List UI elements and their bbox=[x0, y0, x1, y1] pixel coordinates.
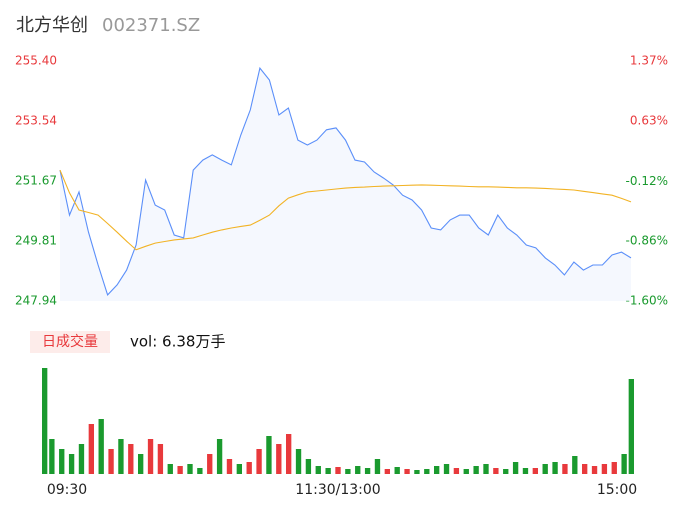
volume-bar bbox=[256, 449, 262, 474]
volume-annotation: vol: 6.38万手 bbox=[130, 333, 225, 351]
volume-bar bbox=[305, 459, 312, 474]
volume-bar bbox=[207, 454, 213, 474]
price-area bbox=[60, 68, 631, 301]
series-line bbox=[59, 66, 632, 296]
volume-bar bbox=[562, 464, 568, 474]
volume-bar bbox=[246, 462, 252, 474]
volume-bar bbox=[128, 444, 134, 474]
stock-code: 002371.SZ bbox=[102, 15, 200, 36]
y-tick-label: 253.54 bbox=[15, 113, 57, 127]
volume-bar bbox=[42, 368, 48, 474]
volume-bar bbox=[542, 464, 548, 474]
volume-bar bbox=[424, 469, 430, 474]
volume-bar bbox=[414, 470, 420, 474]
volume-bar bbox=[216, 439, 223, 474]
volume-bar bbox=[197, 468, 203, 474]
x-tick-label: 11:30/13:00 bbox=[295, 482, 380, 498]
y2-tick-label: -1.60% bbox=[626, 294, 668, 308]
volume-bar bbox=[118, 439, 124, 474]
volume-bar bbox=[285, 434, 292, 474]
series-line bbox=[59, 169, 632, 251]
volume-bar bbox=[49, 439, 55, 474]
volume-bar bbox=[621, 454, 627, 474]
volume-bar bbox=[98, 419, 104, 474]
volume-bar bbox=[384, 469, 391, 474]
volume-bar bbox=[611, 462, 617, 474]
volume-bar bbox=[374, 459, 381, 474]
y-tick-label: 255.40 bbox=[15, 54, 57, 68]
volume-bar bbox=[88, 424, 95, 474]
volume-bar bbox=[591, 466, 598, 474]
volume-bar bbox=[59, 449, 65, 474]
volume-bar bbox=[276, 444, 282, 474]
volume-bar bbox=[552, 462, 558, 474]
volume-bar bbox=[147, 439, 154, 474]
y-tick-label: 247.94 bbox=[15, 294, 57, 308]
volume-bar bbox=[628, 379, 634, 474]
volume-bar bbox=[522, 468, 529, 474]
x-tick-label: 09:30 bbox=[47, 482, 87, 498]
x-tick-label: 15:00 bbox=[597, 482, 637, 498]
volume-bar bbox=[483, 464, 489, 474]
legend-button[interactable] bbox=[30, 331, 110, 353]
volume-bar bbox=[601, 464, 608, 474]
volume-bar bbox=[572, 456, 578, 474]
volume-bar bbox=[177, 466, 183, 474]
volume-bar bbox=[295, 449, 302, 474]
volume-bar bbox=[187, 464, 193, 474]
volume-bar bbox=[463, 469, 469, 474]
volume-bar bbox=[355, 466, 361, 474]
volume-bar bbox=[493, 468, 499, 474]
volume-bar bbox=[503, 469, 509, 474]
legend-label[interactable]: 日成交量 bbox=[42, 333, 98, 350]
volume-bar bbox=[68, 454, 75, 474]
volume-bar bbox=[394, 467, 400, 474]
y2-tick-label: -0.86% bbox=[626, 234, 668, 248]
volume-bar bbox=[473, 466, 479, 474]
volume-bar bbox=[512, 462, 519, 474]
volume-bar bbox=[581, 464, 588, 474]
volume-bar bbox=[532, 468, 539, 474]
volume-bar bbox=[236, 464, 243, 474]
volume-bar bbox=[364, 468, 371, 474]
y-tick-label: 251.67 bbox=[15, 174, 57, 188]
volume-bar bbox=[226, 459, 233, 474]
volume-bar bbox=[137, 454, 144, 474]
volume-bar bbox=[345, 469, 351, 474]
volume-bar bbox=[404, 469, 410, 474]
volume-bar bbox=[266, 436, 272, 474]
volume-bar bbox=[167, 464, 173, 474]
volume-bar bbox=[433, 466, 440, 474]
volume-bar bbox=[78, 444, 85, 474]
volume-bar bbox=[315, 466, 321, 474]
y2-tick-label: -0.12% bbox=[626, 174, 668, 188]
volume-bar bbox=[108, 449, 114, 474]
volume-bar bbox=[453, 468, 460, 474]
stock-name: 北方华创 bbox=[16, 15, 88, 36]
volume-bar bbox=[157, 444, 164, 474]
volume-bar bbox=[335, 467, 341, 474]
volume-bar bbox=[325, 468, 331, 474]
volume-bar bbox=[443, 464, 450, 474]
y2-tick-label: 1.37% bbox=[630, 54, 668, 68]
y2-tick-label: 0.63% bbox=[630, 113, 668, 127]
y-tick-label: 249.81 bbox=[15, 233, 57, 247]
